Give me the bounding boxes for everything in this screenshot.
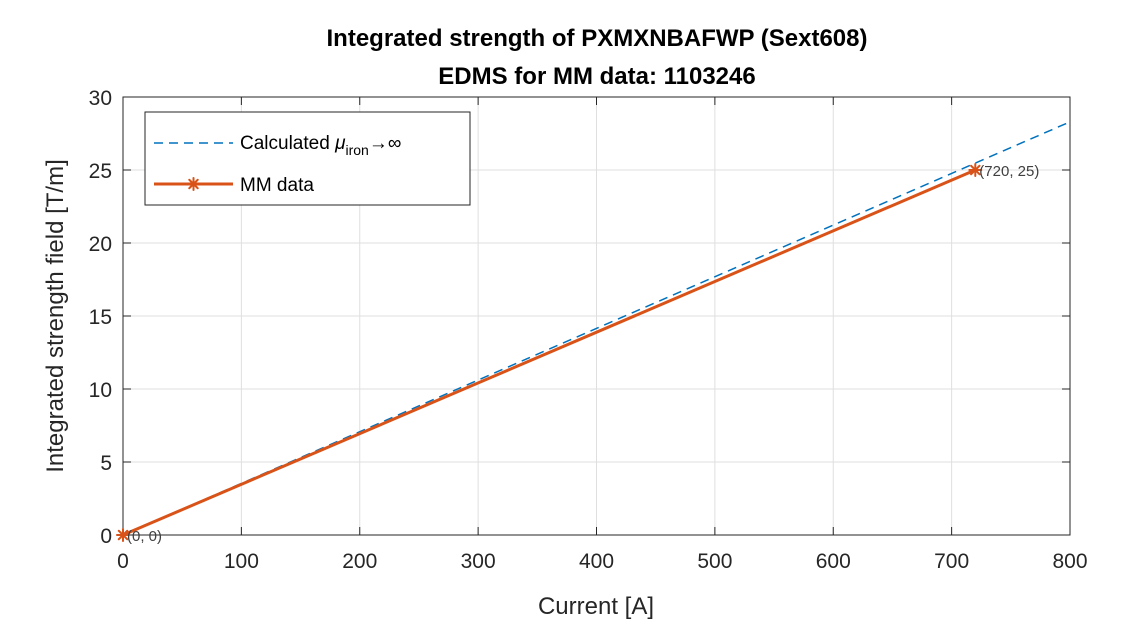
y-tick-label: 5 xyxy=(100,452,112,475)
y-axis-label: Integrated strength field [T/m] xyxy=(42,159,69,473)
x-tick-label: 500 xyxy=(697,550,732,573)
chart-title: Integrated strength of PXMXNBAFWP (Sext6… xyxy=(327,25,868,52)
marker-stroke xyxy=(970,164,981,176)
legend-calculated-subscript: iron xyxy=(345,142,368,158)
mm-data-series-line xyxy=(122,168,976,537)
legend-box xyxy=(144,111,471,206)
x-tick-label: 100 xyxy=(224,550,259,573)
legend: Calculated μiron→∞ MM data xyxy=(144,111,471,206)
x-tick-label: 300 xyxy=(461,550,496,573)
legend-mm-marker xyxy=(186,177,201,191)
marker-stroke xyxy=(188,178,199,190)
x-tick-label: 0 xyxy=(117,550,129,573)
legend-calculated-suffix: →∞ xyxy=(369,133,402,154)
chart-subtitle: EDMS for MM data: 1103246 xyxy=(438,63,755,90)
legend-calculated-symbol: μ xyxy=(334,133,346,154)
data-point-marker xyxy=(116,528,130,542)
grid-lines xyxy=(123,97,1070,535)
y-tick-label: 30 xyxy=(89,87,112,110)
y-tick-label: 25 xyxy=(89,160,112,183)
y-tick-label: 0 xyxy=(100,525,112,548)
x-tick-label: 200 xyxy=(342,550,377,573)
x-tick-label: 400 xyxy=(579,550,614,573)
legend-calculated-label: Calculated μiron→∞ xyxy=(240,133,401,158)
x-tick-label: 800 xyxy=(1052,550,1087,573)
data-point-marker xyxy=(968,163,983,177)
y-tick-label: 15 xyxy=(89,306,112,329)
y-tick-label: 10 xyxy=(89,379,112,402)
legend-mm-label: MM data xyxy=(240,175,314,196)
x-axis-ticks: 0 100 200 300 400 500 600 700 800 xyxy=(117,97,1088,573)
legend-calculated-text: Calculated xyxy=(240,133,335,154)
x-tick-label: 600 xyxy=(816,550,851,573)
y-tick-label: 20 xyxy=(89,233,112,256)
annotation-layer: (0, 0) (720, 25) xyxy=(127,163,1039,545)
data-point-marker xyxy=(186,177,201,191)
y-axis-ticks: 0 5 10 15 20 25 30 xyxy=(89,87,1070,548)
x-tick-label: 700 xyxy=(934,550,969,573)
series-layer xyxy=(116,121,1071,542)
x-axis-label: Current [A] xyxy=(538,593,654,620)
data-point-annotation: (0, 0) xyxy=(127,528,162,545)
data-point-annotation: (720, 25) xyxy=(979,163,1039,180)
marker-stroke xyxy=(117,529,129,541)
